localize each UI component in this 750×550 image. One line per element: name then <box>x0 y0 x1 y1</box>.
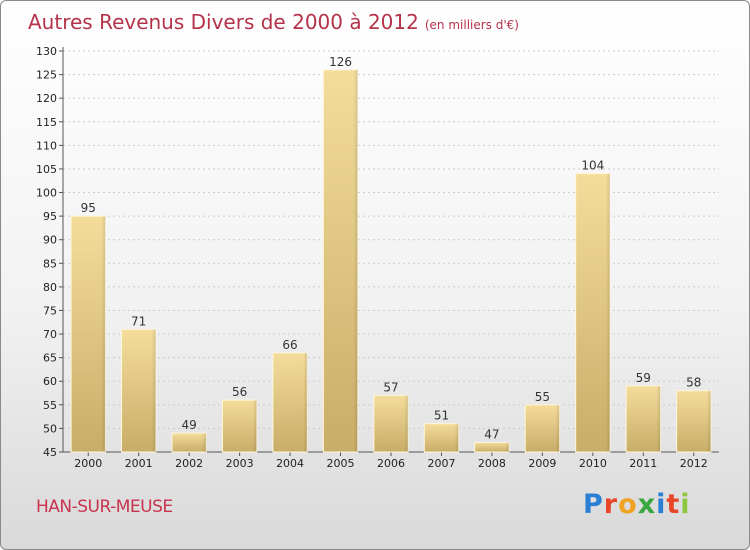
bar-shade-2008 <box>505 442 510 452</box>
y-tick-label: 70 <box>43 328 57 341</box>
x-tick-label-2012: 2012 <box>680 457 708 470</box>
y-tick-label: 120 <box>36 92 57 105</box>
logo-letter: x <box>637 489 657 520</box>
x-tick-label-2009: 2009 <box>528 457 556 470</box>
labels: 95 71 49 56 66 126 57 51 47 55 104 59 58 <box>81 55 702 442</box>
x-tick-label-2000: 2000 <box>74 457 102 470</box>
x-tick-label-2002: 2002 <box>175 457 203 470</box>
y-tick-label: 115 <box>36 116 57 129</box>
bar-shade-2007 <box>454 423 459 452</box>
logo-letter: t <box>666 489 681 520</box>
value-label-2000: 95 <box>81 201 96 215</box>
bar-2001 <box>121 328 157 453</box>
y-tick-label: 50 <box>43 422 57 435</box>
bar-2002 <box>171 432 207 453</box>
logo-letter: o <box>618 489 638 520</box>
bar-shade-2011 <box>656 385 661 452</box>
y-tick-label: 125 <box>36 69 57 82</box>
y-tick-label: 65 <box>43 352 57 365</box>
location-label: HAN-SUR-MEUSE <box>36 497 173 517</box>
x-tick-label-2008: 2008 <box>478 457 506 470</box>
bar-2011 <box>625 385 661 453</box>
value-label-2004: 66 <box>282 338 297 352</box>
y-tick-label: 110 <box>36 139 57 152</box>
bar-2008 <box>474 442 510 453</box>
value-label-2002: 49 <box>182 418 197 432</box>
bar-shade-2000 <box>101 216 106 452</box>
logo-letter: P <box>583 489 604 520</box>
bar-shade-2004 <box>303 352 308 452</box>
chart-title-text: Autres Revenus Divers de 2000 à 2012 <box>28 10 419 34</box>
chart-title: Autres Revenus Divers de 2000 à 2012 (en … <box>28 10 519 34</box>
x-tick-label-2011: 2011 <box>629 457 657 470</box>
y-tick-label: 80 <box>43 281 57 294</box>
y-tick-label: 55 <box>43 399 57 412</box>
bar-2007 <box>423 423 460 453</box>
y-tick-label: 85 <box>43 257 57 270</box>
bar-shade-2012 <box>706 390 711 452</box>
bar-shade-2010 <box>606 173 611 453</box>
y-tick-label: 100 <box>36 187 57 200</box>
logo-letter: i <box>656 489 667 520</box>
chart-unit: (en milliers d'€) <box>424 18 519 32</box>
value-label-2011: 59 <box>636 371 651 385</box>
bar-2010 <box>575 173 611 453</box>
x-tick-label-2004: 2004 <box>276 457 304 470</box>
bar-2009 <box>524 404 561 453</box>
x-tick-label-2003: 2003 <box>226 457 254 470</box>
y-tick-label: 45 <box>43 446 57 459</box>
bar-shade-2002 <box>202 433 207 452</box>
bar-2004 <box>272 352 308 453</box>
bar-2012 <box>676 390 712 453</box>
y-tick-label: 105 <box>36 163 57 176</box>
x-tick-label-2010: 2010 <box>579 457 607 470</box>
y-tick-label: 60 <box>43 375 57 388</box>
bar-shade-2009 <box>555 404 560 452</box>
x-tick-label-2007: 2007 <box>427 457 455 470</box>
value-label-2012: 58 <box>686 376 701 390</box>
y-tick-label: 130 <box>36 45 57 58</box>
bar-2000 <box>70 215 106 453</box>
y-tick-label: 95 <box>43 210 57 223</box>
value-label-2008: 47 <box>484 428 499 442</box>
bar-2005 <box>322 69 359 453</box>
logo-letter: r <box>603 489 619 520</box>
value-label-2006: 57 <box>383 380 398 394</box>
value-label-2010: 104 <box>581 159 604 173</box>
value-label-2007: 51 <box>434 409 449 423</box>
bar-shade-2003 <box>252 400 257 452</box>
bar-shade-2001 <box>151 329 156 452</box>
x-tick-label-2005: 2005 <box>327 457 355 470</box>
x-tick-label-2001: 2001 <box>125 457 153 470</box>
value-label-2009: 55 <box>535 390 550 404</box>
bars <box>70 69 712 453</box>
bar-2006 <box>373 394 409 453</box>
y-tick-label: 75 <box>43 304 57 317</box>
value-label-2003: 56 <box>232 385 247 399</box>
bar-2003 <box>221 399 258 453</box>
y-tick-label: 90 <box>43 234 57 247</box>
value-label-2005: 126 <box>329 55 352 69</box>
value-label-2001: 71 <box>131 314 146 328</box>
proxiti-logo[interactable]: Proxiti <box>583 489 691 520</box>
bar-shade-2006 <box>404 395 409 452</box>
logo-letter: i <box>680 489 691 520</box>
bar-shade-2005 <box>353 69 358 452</box>
x-tick-label-2006: 2006 <box>377 457 405 470</box>
